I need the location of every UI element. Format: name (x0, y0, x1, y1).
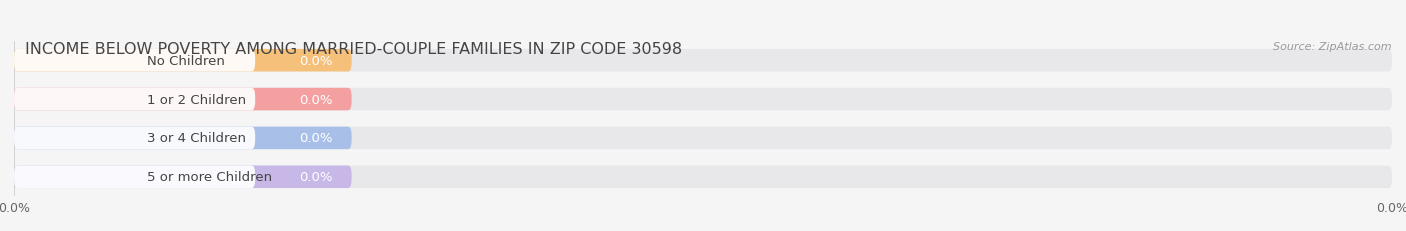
Text: 0.0%: 0.0% (298, 132, 332, 145)
FancyBboxPatch shape (14, 166, 1392, 188)
Text: Source: ZipAtlas.com: Source: ZipAtlas.com (1274, 42, 1392, 52)
FancyBboxPatch shape (14, 50, 1392, 72)
FancyBboxPatch shape (14, 127, 1392, 149)
Text: 0.0%: 0.0% (298, 55, 332, 67)
FancyBboxPatch shape (14, 50, 352, 72)
Text: 3 or 4 Children: 3 or 4 Children (146, 132, 246, 145)
FancyBboxPatch shape (14, 166, 352, 188)
FancyBboxPatch shape (14, 127, 256, 149)
FancyBboxPatch shape (14, 50, 256, 72)
FancyBboxPatch shape (14, 88, 256, 111)
Text: 0.0%: 0.0% (298, 93, 332, 106)
FancyBboxPatch shape (14, 88, 352, 111)
Text: No Children: No Children (146, 55, 225, 67)
Text: 0.0%: 0.0% (298, 170, 332, 183)
Text: 5 or more Children: 5 or more Children (146, 170, 271, 183)
FancyBboxPatch shape (14, 166, 256, 188)
FancyBboxPatch shape (14, 88, 1392, 111)
Text: INCOME BELOW POVERTY AMONG MARRIED-COUPLE FAMILIES IN ZIP CODE 30598: INCOME BELOW POVERTY AMONG MARRIED-COUPL… (25, 42, 682, 57)
FancyBboxPatch shape (14, 127, 352, 149)
Text: 1 or 2 Children: 1 or 2 Children (146, 93, 246, 106)
